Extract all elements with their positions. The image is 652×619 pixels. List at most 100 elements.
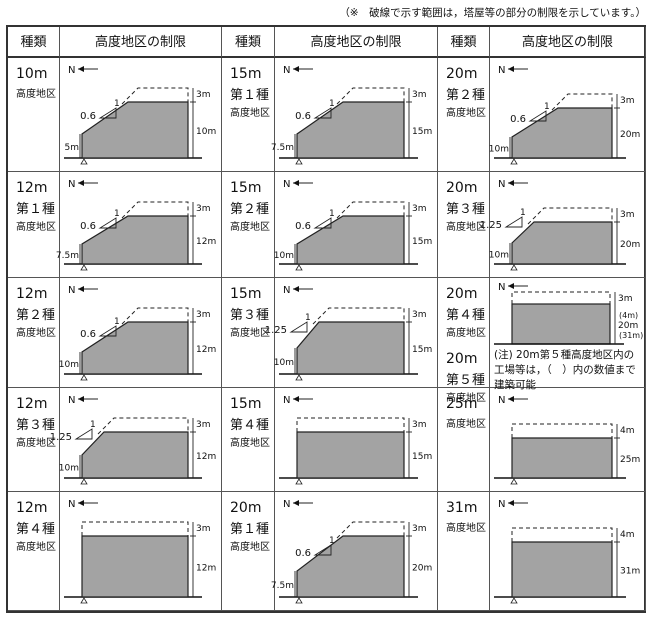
tower-extra-height: 4m xyxy=(620,426,635,436)
slope-value: 0.6 xyxy=(80,329,96,340)
north-label: N xyxy=(498,499,505,510)
district-label: 高度地区 xyxy=(446,328,486,340)
slope-run: 1 xyxy=(329,536,335,546)
district-label: 高度地区 xyxy=(230,222,270,234)
tower-dashed-limit xyxy=(511,423,613,438)
slope-triangle xyxy=(313,217,332,229)
limit-diagram: N 3m 12m xyxy=(64,499,216,604)
type-cell: 20m 第３種 高度地区 xyxy=(438,172,490,278)
district-label: 高度地区 xyxy=(446,108,486,120)
tower-dashed-limit xyxy=(336,521,405,539)
tower-dashed-limit xyxy=(97,417,189,435)
district-class: 第４種 xyxy=(446,307,486,323)
limit-diagram: N 1.25 1 10m 3m 12m xyxy=(50,395,216,485)
height-district-grid: 種類 高度地区の制限 種類 高度地区の制限 種類 高度地区の制限 10m 高度地区 N 0.6 1 5… xyxy=(6,25,646,613)
limit-diagram: N 1.25 1 10m 3m 15m xyxy=(265,285,432,381)
district-class: 第１種 xyxy=(230,521,270,537)
limit-diagram-cell: N 4m 31m xyxy=(490,492,646,611)
limit-diagram: N 0.6 1 5m 3m 10m xyxy=(64,65,216,165)
boundary-mark xyxy=(295,264,303,271)
type-cell: 10m 高度地区 xyxy=(8,58,60,172)
slope-run: 1 xyxy=(114,99,120,109)
slope-value: 0.6 xyxy=(295,221,311,232)
tower-extra-height: 4m xyxy=(620,530,635,540)
base-height: 7.5m xyxy=(271,581,294,591)
tower-extra-height: 3m xyxy=(196,204,211,214)
tower-extra-height: 3m xyxy=(412,524,427,534)
type-cell: 20m 第２種 高度地区 xyxy=(438,58,490,172)
limit-diagram: N 0.6 1 10m 3m 15m xyxy=(274,179,432,271)
district-height: 15m xyxy=(230,396,262,412)
type-cell: 20m 第４種 高度地区 20m 第５種 高度地区 xyxy=(438,278,490,404)
building-envelope xyxy=(296,431,405,479)
max-height: 15m xyxy=(412,345,432,355)
max-height: 12m xyxy=(196,345,216,355)
boundary-mark xyxy=(80,597,88,604)
district-class: 第３種 xyxy=(16,417,56,433)
north-label: N xyxy=(68,65,75,76)
north-arrow-head xyxy=(293,66,299,72)
district-height: 12m xyxy=(16,180,48,196)
max-height: 20m xyxy=(618,321,638,331)
type-cell: 15m 第４種 高度地区 xyxy=(222,388,275,492)
slope-run: 1 xyxy=(520,208,526,218)
limit-diagram-cell: N 0.6 1 5m 3m 10m xyxy=(60,58,222,172)
district-label-2: 高度地区 xyxy=(446,393,486,405)
building-envelope xyxy=(81,321,189,375)
district-height: 20m xyxy=(446,180,478,196)
limit-diagram-cell: N 0.6 1 7.5m 3m 15m xyxy=(271,58,438,172)
slope-triangle xyxy=(504,216,523,228)
district-height: 15m xyxy=(230,66,262,82)
north-label: N xyxy=(283,395,290,406)
north-label: N xyxy=(283,285,290,296)
district-class: 第３種 xyxy=(230,307,270,323)
north-label: N xyxy=(283,499,290,510)
north-arrow-head xyxy=(508,180,514,186)
limit-diagram: N 0.6 1 10m 3m 12m xyxy=(59,285,216,381)
north-label: N xyxy=(283,65,290,76)
north-label: N xyxy=(498,179,505,190)
type-cell: 20m 第１種 高度地区 xyxy=(222,492,275,611)
limit-diagram-cell: N 1.25 1 10m 3m 12m xyxy=(50,388,222,492)
limit-diagram: N 3m 15m xyxy=(279,395,432,485)
north-label: N xyxy=(68,499,75,510)
north-arrow-head xyxy=(508,396,514,402)
slope-run: 1 xyxy=(114,317,120,327)
boundary-mark xyxy=(510,264,518,271)
north-label: N xyxy=(498,395,505,406)
tower-dashed-limit xyxy=(121,87,189,105)
tower-dashed-limit xyxy=(336,87,405,105)
district-label: 高度地区 xyxy=(16,438,56,450)
max-height: 20m xyxy=(620,130,640,140)
district-label: 高度地区 xyxy=(16,542,56,554)
type-cell: 12m 第４種 高度地区 xyxy=(8,492,60,611)
district-height: 15m xyxy=(230,286,262,302)
building-envelope xyxy=(296,535,405,598)
district-label: 高度地区 xyxy=(230,542,270,554)
base-height: 10m xyxy=(274,251,294,261)
tower-dashed-limit xyxy=(121,307,189,325)
building-envelope xyxy=(296,101,405,159)
header-limit: 高度地区の制限 xyxy=(490,27,646,58)
limit-diagram: N 4m 31m xyxy=(494,499,640,604)
limit-diagram-cell: N 0.6 1 10m 3m 12m xyxy=(59,278,222,388)
district-height: 12m xyxy=(16,396,48,412)
building-envelope xyxy=(81,535,189,598)
tower-dashed-limit xyxy=(511,291,611,304)
north-label: N xyxy=(283,179,290,190)
tower-extra-height: 3m xyxy=(412,310,427,320)
boundary-mark xyxy=(295,374,303,381)
slope-value: 0.6 xyxy=(295,111,311,122)
district-label: 高度地区 xyxy=(446,522,486,534)
district-class: 第１種 xyxy=(16,201,56,217)
base-height: 5m xyxy=(65,143,80,153)
base-height: 10m xyxy=(489,251,509,261)
max-height: 10m xyxy=(196,127,216,137)
slope-triangle xyxy=(98,217,117,229)
district-height-2: 20m xyxy=(446,351,478,368)
north-arrow-head xyxy=(78,500,84,506)
building-envelope xyxy=(81,101,189,159)
boundary-mark xyxy=(295,158,303,165)
limit-diagram-cell: N 0.6 1 7.5m 3m 12m xyxy=(56,172,222,278)
slope-value: 1.25 xyxy=(265,325,287,336)
